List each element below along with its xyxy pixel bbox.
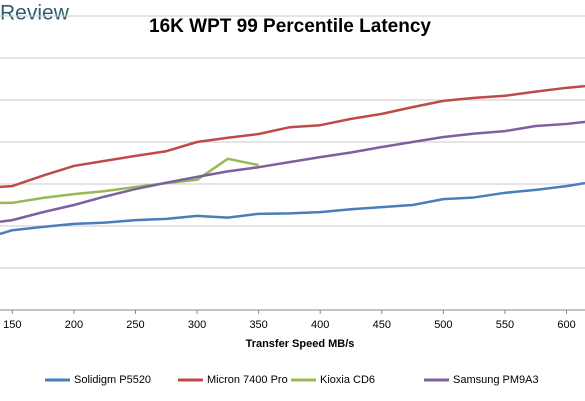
x-tick-label: 600: [557, 319, 575, 331]
brand: Review: [0, 2, 70, 25]
legend-label: Solidigm P5520: [74, 374, 151, 386]
series-line: [0, 157, 259, 205]
x-tick-label: 350: [249, 319, 267, 331]
x-tick-label: 200: [65, 319, 83, 331]
x-axis-title: Transfer Speed MB/s: [246, 338, 355, 350]
x-tick-label: 450: [373, 319, 391, 331]
x-tick-label: 550: [496, 319, 514, 331]
legend-label: Samsung PM9A3: [453, 374, 539, 386]
chart-title: 16K WPT 99 Percentile Latency: [149, 16, 431, 37]
x-tick-label: 400: [311, 319, 329, 331]
series-line: [0, 120, 585, 224]
legend-label: Kioxia CD6: [320, 374, 375, 386]
x-tick-label: 150: [3, 319, 21, 331]
x-tick-label: 500: [434, 319, 452, 331]
x-tick-label: 300: [188, 319, 206, 331]
series-line: [0, 84, 585, 189]
legend-label: Micron 7400 Pro: [207, 374, 288, 386]
x-tick-label: 250: [126, 319, 144, 331]
series-line: [0, 181, 585, 236]
